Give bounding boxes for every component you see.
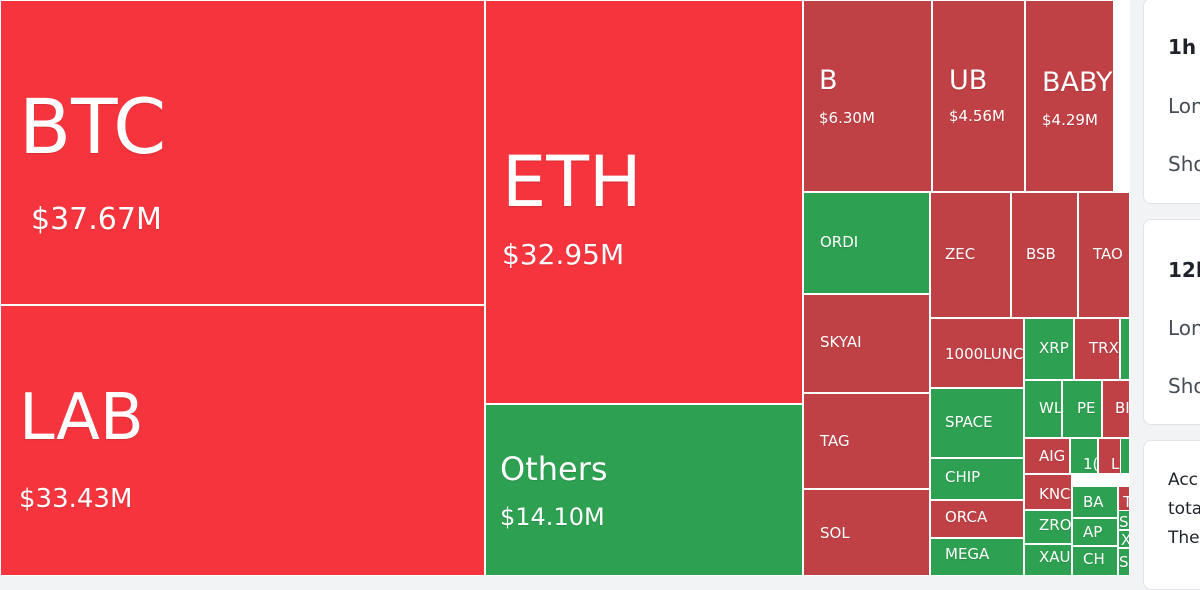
tile-value: $6.30M — [819, 109, 875, 127]
tile-value: $4.56M — [949, 107, 1005, 125]
tile-wl[interactable]: WL — [1024, 380, 1062, 438]
tile-name: BSB — [1026, 245, 1056, 263]
tile-name: BA — [1083, 493, 1104, 511]
tile-sol[interactable]: SOL — [803, 489, 930, 576]
tile-name: BI — [1115, 399, 1130, 417]
tile-name: BTC — [19, 82, 167, 171]
tile-name: TAO — [1093, 245, 1123, 263]
tile-name: ZRO — [1039, 516, 1072, 534]
tile-name: MEGA — [945, 545, 990, 563]
tile-name: CH — [1083, 550, 1105, 568]
info-card-line-1: Acc — [1168, 470, 1199, 490]
tile-unlabeled-17[interactable] — [1120, 318, 1130, 380]
tile-name: ZEC — [945, 245, 976, 263]
tile-name: PE — [1077, 399, 1096, 417]
tile-ch[interactable]: CH — [1072, 546, 1118, 576]
tile-name: BABY — [1042, 67, 1113, 98]
tile-name: SOL — [820, 524, 850, 542]
card-12h-short-label: Sho — [1168, 374, 1200, 398]
tile-name: TAG — [820, 432, 850, 450]
tile-trx[interactable]: TRX — [1074, 318, 1120, 380]
card-1h-long-label: Lon — [1168, 94, 1200, 118]
tile-s[interactable]: S — [1118, 548, 1130, 576]
tile-name: XRP — [1039, 339, 1069, 357]
tile-value: $37.67M — [31, 202, 162, 237]
tile-name: WL — [1039, 399, 1062, 417]
tile-knc[interactable]: KNC — [1024, 474, 1072, 510]
tile-name: SKYAI — [820, 333, 862, 351]
tile-zro[interactable]: ZRO — [1024, 510, 1072, 544]
tile-orca[interactable]: ORCA — [930, 500, 1024, 538]
tile-name: B — [819, 65, 838, 96]
tile-ub[interactable]: UB $4.56M — [932, 0, 1025, 192]
tile-name: 1000LUNC — [945, 345, 1024, 363]
tile-name: SPACE — [945, 413, 993, 431]
card-12h-title: 12h — [1168, 258, 1200, 282]
tile-tag[interactable]: TAG — [803, 393, 930, 489]
tile-name: AP — [1083, 523, 1103, 541]
tile-name: TRX — [1089, 339, 1119, 357]
tile-b[interactable]: B $6.30M — [803, 0, 932, 192]
tile-name: X — [1121, 533, 1129, 548]
info-card: Acc tota The — [1143, 440, 1200, 590]
tile-name: S — [1119, 553, 1129, 571]
tile-btc[interactable]: BTC $37.67M — [0, 0, 485, 305]
tile-value: $33.43M — [19, 484, 133, 514]
tile-bi[interactable]: BI — [1102, 380, 1130, 438]
tile-1000lunc[interactable]: 1000LUNC — [930, 318, 1024, 388]
tile-pe[interactable]: PE — [1062, 380, 1102, 438]
card-1h: 1h Lon Sho — [1143, 0, 1200, 204]
card-1h-title: 1h — [1168, 35, 1197, 59]
tile-s[interactable]: S — [1118, 510, 1130, 530]
tile-name: CHIP — [945, 468, 981, 486]
tile-xrp[interactable]: XRP — [1024, 318, 1074, 380]
tile-name: S — [1119, 513, 1129, 530]
card-12h: 12h Lon Sho — [1143, 219, 1200, 425]
tile-ba[interactable]: BA — [1072, 486, 1118, 518]
tile-ordi[interactable]: ORDI — [803, 192, 930, 294]
tile-eth[interactable]: ETH $32.95M — [485, 0, 803, 404]
tile-1[interactable]: 1( — [1070, 438, 1098, 474]
tile-mega[interactable]: MEGA — [930, 538, 1024, 576]
tile-value: $32.95M — [502, 238, 625, 271]
tile-name: KNC — [1039, 485, 1071, 503]
card-1h-short-label: Sho — [1168, 152, 1200, 176]
info-card-line-3: The — [1168, 528, 1200, 548]
tile-bsb[interactable]: BSB — [1011, 192, 1078, 318]
tile-xau[interactable]: XAU — [1024, 544, 1072, 576]
tile-name: ORDI — [820, 233, 859, 251]
tile-unlabeled-26[interactable] — [1120, 438, 1130, 474]
tile-name: ETH — [502, 141, 642, 223]
tile-ap[interactable]: AP — [1072, 518, 1118, 546]
tile-name: 1( — [1083, 455, 1098, 473]
tile-zec[interactable]: ZEC — [930, 192, 1011, 318]
tile-name: LAB — [19, 381, 144, 455]
liquidation-treemap: BTC $37.67M LAB $33.43M ETH $32.95M Others $14.… — [0, 0, 1130, 576]
tile-aig[interactable]: AIG — [1024, 438, 1070, 474]
tile-others[interactable]: Others $14.10M — [485, 404, 803, 576]
tile-name: AIG — [1039, 447, 1066, 465]
card-12h-long-label: Lon — [1168, 316, 1200, 340]
tile-baby[interactable]: BABY $4.29M — [1025, 0, 1114, 192]
tile-lab[interactable]: LAB $33.43M — [0, 305, 485, 576]
tile-skyai[interactable]: SKYAI — [803, 294, 930, 393]
tile-x[interactable]: X — [1118, 530, 1130, 548]
tile-space[interactable]: SPACE — [930, 388, 1024, 458]
tile-name: XAU — [1039, 548, 1071, 566]
tile-chip[interactable]: CHIP — [930, 458, 1024, 500]
tile-tao[interactable]: TAO — [1078, 192, 1130, 318]
tile-value: $14.10M — [500, 503, 605, 531]
tile-name: T — [1123, 495, 1129, 510]
tile-name: Others — [500, 450, 608, 488]
info-card-line-2: tota — [1168, 499, 1200, 519]
tile-name: ORCA — [945, 508, 988, 526]
tile-name: UB — [949, 65, 988, 96]
tile-value: $4.29M — [1042, 111, 1098, 129]
